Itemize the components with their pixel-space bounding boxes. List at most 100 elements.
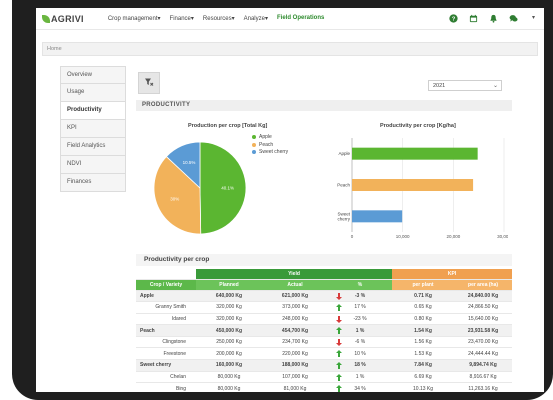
cell-planned: 160,000 Kg: [196, 359, 262, 372]
sidebar-item-productivity[interactable]: Productivity: [60, 102, 126, 120]
cell-per-plant: 6.69 Kg: [392, 371, 455, 384]
nav-resources[interactable]: Resources▾: [202, 16, 235, 22]
col-header-crop[interactable]: Crop / Variety: [136, 279, 196, 291]
y-category-label: Peach: [337, 183, 350, 188]
breadcrumb: Home: [42, 42, 538, 56]
cell-crop: Freestone: [136, 347, 196, 361]
cell-actual: 220,000 Kg: [262, 347, 328, 361]
legend-swatch: [252, 150, 256, 154]
col-header-actual[interactable]: Actual: [262, 279, 328, 291]
cell-percent: -23 %: [328, 313, 393, 326]
sidebar-item-usage[interactable]: Usage: [60, 84, 126, 102]
percent-value: 18 %: [354, 362, 366, 369]
svg-text:?: ?: [452, 17, 456, 23]
legend-item-peach[interactable]: Peach: [252, 142, 288, 148]
calendar-icon[interactable]: [469, 14, 478, 23]
app-screen: AGRIVI Crop management▾ Finance▾ Resourc…: [36, 8, 544, 392]
table-row[interactable]: Bing 80,000 Kg 81,000 Kg 34 % 10.13 Kg 11,263…: [136, 382, 513, 392]
cell-per-area: 15,640.00 Kg: [454, 313, 513, 326]
table-row[interactable]: Chelan 80,000 Kg 107,000 Kg 1 % 6.69 Kg 8,916…: [136, 371, 513, 384]
pie-slice-apple[interactable]: [199, 141, 247, 235]
table-row[interactable]: Granny Smith 320,000 Kg 373,000 Kg 17 % 0.65…: [136, 301, 513, 314]
col-header-per-plant[interactable]: per plant: [392, 279, 455, 291]
nav-icon-group: ? ▾: [449, 14, 538, 23]
caret-icon: ▾: [231, 16, 235, 22]
table-title: Productivity per crop: [136, 254, 512, 266]
col-header-percent[interactable]: %: [328, 279, 393, 291]
nav-analyze[interactable]: Analyze▾: [243, 16, 268, 22]
pie-data-label: 10.5%: [183, 160, 196, 165]
group-header-kpi: KPI: [392, 269, 513, 280]
filter-button[interactable]: [138, 72, 160, 94]
cell-actual: 373,000 Kg: [262, 301, 328, 314]
cell-per-plant: 10.13 Kg: [392, 382, 455, 392]
pie-legend: Apple Peach Sweet cherry: [252, 134, 288, 157]
legend-item-sweet-cherry[interactable]: Sweet cherry: [252, 149, 288, 155]
year-select[interactable]: 2021 ⌄: [428, 80, 502, 91]
section-title: PRODUCTIVITY: [136, 100, 512, 111]
chat-icon[interactable]: [509, 14, 518, 23]
percent-value: -23 %: [353, 315, 367, 322]
bar-apple[interactable]: [352, 147, 478, 160]
pie-data-label: 40.1%: [221, 185, 234, 190]
cell-actual: 248,000 Kg: [262, 313, 328, 326]
cell-per-area: 23,931.58 Kg: [454, 324, 513, 337]
legend-swatch: [252, 135, 256, 139]
pie-chart-title: Production per crop [Total Kg]: [188, 123, 268, 129]
table-row[interactable]: Sweet cherry 160,000 Kg 188,000 Kg 18 % 7.84…: [136, 359, 513, 372]
legend-item-apple[interactable]: Apple: [252, 134, 288, 140]
cell-crop: Idared: [136, 313, 196, 326]
filter-clear-icon: [144, 77, 154, 89]
logo[interactable]: AGRIVI: [42, 14, 84, 24]
cell-planned: 320,000 Kg: [196, 313, 262, 326]
arrow-up-icon: [336, 304, 342, 312]
sidebar-item-finances[interactable]: Finances: [60, 174, 126, 192]
nav-field-operations[interactable]: Field Operations: [276, 15, 325, 21]
arrow-up-icon: [336, 350, 342, 358]
cell-per-plant: 1.53 Kg: [392, 347, 455, 361]
y-category-label: Apple: [338, 151, 350, 156]
pie-slice-peach[interactable]: [153, 156, 202, 235]
sidebar-item-field-analytics[interactable]: Field Analytics: [60, 138, 126, 156]
bell-icon[interactable]: [489, 14, 498, 23]
cell-per-area: 9,894.74 Kg: [454, 359, 513, 372]
cell-percent: 18 %: [328, 359, 393, 372]
cell-actual: 107,000 Kg: [262, 371, 328, 384]
percent-value: 34 %: [354, 385, 366, 392]
main-menu: Crop management▾ Finance▾ Resources▾ Ana…: [108, 15, 325, 22]
chevron-down-icon[interactable]: ▾: [531, 15, 535, 21]
table-row[interactable]: Freestone 200,000 Kg 220,000 Kg 10 % 1.53 Kg…: [136, 347, 513, 361]
cell-actual: 81,000 Kg: [262, 382, 328, 392]
table-row[interactable]: Apple 640,000 Kg 621,000 Kg -3 % 0.71 Kg 24,8…: [136, 290, 513, 303]
arrow-up-icon: [336, 385, 342, 392]
breadcrumb-home[interactable]: Home: [47, 46, 62, 52]
sidebar-item-kpi[interactable]: KPI: [60, 120, 126, 138]
group-header-blank: [136, 269, 196, 280]
table-row[interactable]: Idared 320,000 Kg 248,000 Kg -23 % 0.80 Kg 15…: [136, 313, 513, 326]
table-row[interactable]: Peach 450,000 Kg 454,700 Kg 1 % 1.54 Kg 23,93…: [136, 324, 513, 337]
x-tick-label: 0: [351, 234, 354, 239]
caret-icon: ▾: [157, 16, 161, 22]
top-navigation: AGRIVI Crop management▾ Finance▾ Resourc…: [36, 8, 544, 30]
bar-sweet-cherry[interactable]: [352, 210, 403, 223]
productivity-table: Yield KPI Crop / Variety Planned Actual …: [136, 269, 513, 392]
arrow-down-icon: [336, 315, 342, 323]
nav-crop-management[interactable]: Crop management▾: [107, 16, 161, 22]
nav-finance[interactable]: Finance▾: [169, 16, 194, 22]
pie-slice-sweet-cherry[interactable]: [165, 141, 201, 189]
cell-per-plant: 7.84 Kg: [392, 359, 455, 372]
cell-crop: Apple: [136, 290, 196, 303]
sidebar-item-overview[interactable]: Overview: [60, 66, 126, 84]
col-header-planned[interactable]: Planned: [196, 279, 262, 291]
table-body: Apple 640,000 Kg 621,000 Kg -3 % 0.71 Kg 24,8…: [136, 290, 513, 392]
arrow-up-icon: [336, 362, 342, 370]
cell-planned: 80,000 Kg: [196, 382, 262, 392]
cell-per-plant: 0.71 Kg: [392, 290, 455, 303]
cell-percent: -6 %: [328, 336, 393, 349]
bar-peach[interactable]: [352, 179, 474, 191]
sidebar-item-ndvi[interactable]: NDVI: [60, 156, 126, 174]
cell-percent: 1 %: [328, 324, 393, 337]
table-row[interactable]: Clingstone 250,000 Kg 234,700 Kg -6 % 1.56 K…: [136, 336, 513, 349]
col-header-per-area[interactable]: per area (ha): [454, 279, 513, 291]
help-icon[interactable]: ?: [449, 14, 458, 23]
